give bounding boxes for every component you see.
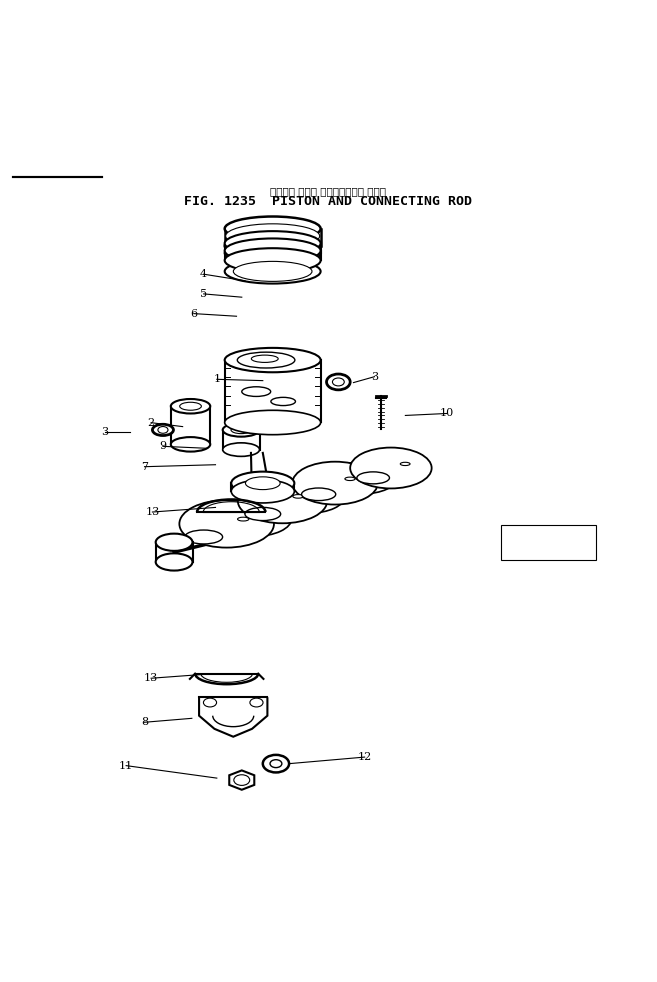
Ellipse shape [328,462,397,494]
Ellipse shape [233,261,312,282]
Ellipse shape [245,508,281,520]
Ellipse shape [246,477,280,490]
Text: Crankshaft: Crankshaft [504,536,545,545]
Text: 6: 6 [191,308,197,318]
Text: 9: 9 [160,441,166,452]
Text: 10: 10 [440,409,454,418]
Ellipse shape [271,398,296,406]
Ellipse shape [238,478,327,523]
Ellipse shape [179,403,201,410]
Ellipse shape [225,259,321,284]
Ellipse shape [332,378,344,386]
Ellipse shape [234,775,250,786]
Ellipse shape [231,426,251,434]
Text: 図1221参照: 図1221参照 [504,546,534,552]
Ellipse shape [158,426,168,433]
Text: 11: 11 [119,761,133,771]
Ellipse shape [152,424,173,436]
Ellipse shape [345,477,355,480]
Ellipse shape [225,231,321,255]
Text: FIG. 1235  PISTON AND CONNECTING ROD: FIG. 1235 PISTON AND CONNECTING ROD [185,195,472,208]
Text: 2: 2 [148,417,154,428]
Ellipse shape [171,399,210,413]
Text: 7: 7 [141,462,148,471]
Ellipse shape [171,437,210,452]
Ellipse shape [225,241,321,265]
Ellipse shape [215,501,292,536]
Ellipse shape [400,463,410,465]
Ellipse shape [179,500,274,548]
Ellipse shape [252,355,278,362]
Ellipse shape [156,533,193,551]
Text: 12: 12 [357,752,372,762]
Ellipse shape [225,248,321,273]
Text: See Fig. 1231: See Fig. 1231 [504,553,551,559]
Ellipse shape [156,553,193,571]
Ellipse shape [293,495,304,498]
Text: 5: 5 [200,289,207,299]
Ellipse shape [225,348,321,372]
Ellipse shape [302,488,336,501]
Ellipse shape [238,518,249,521]
Text: ピストン および コネクティング ロッド: ピストン および コネクティング ロッド [271,186,386,195]
Ellipse shape [204,698,217,707]
Ellipse shape [292,462,378,505]
Text: 1: 1 [214,374,220,384]
Ellipse shape [223,423,260,437]
Ellipse shape [185,530,223,544]
Ellipse shape [242,387,271,397]
Ellipse shape [357,472,390,484]
Ellipse shape [350,448,432,488]
Ellipse shape [225,234,321,258]
Ellipse shape [231,471,294,495]
Polygon shape [229,771,254,790]
Ellipse shape [237,353,295,368]
Text: 3: 3 [371,371,378,382]
Ellipse shape [231,480,294,503]
Ellipse shape [263,755,289,773]
Ellipse shape [225,224,320,248]
Text: 13: 13 [144,674,158,683]
Text: 4: 4 [200,269,207,279]
Text: 8: 8 [141,717,148,728]
Ellipse shape [250,698,263,707]
Ellipse shape [225,239,321,263]
Ellipse shape [273,479,345,514]
Text: 3: 3 [102,427,108,437]
FancyBboxPatch shape [501,525,596,560]
Ellipse shape [327,374,350,390]
Ellipse shape [270,760,282,768]
Text: 13: 13 [145,507,160,518]
Ellipse shape [225,216,321,241]
Text: クランクシャフト: クランクシャフト [504,529,538,536]
Ellipse shape [223,443,260,457]
Ellipse shape [225,410,321,435]
